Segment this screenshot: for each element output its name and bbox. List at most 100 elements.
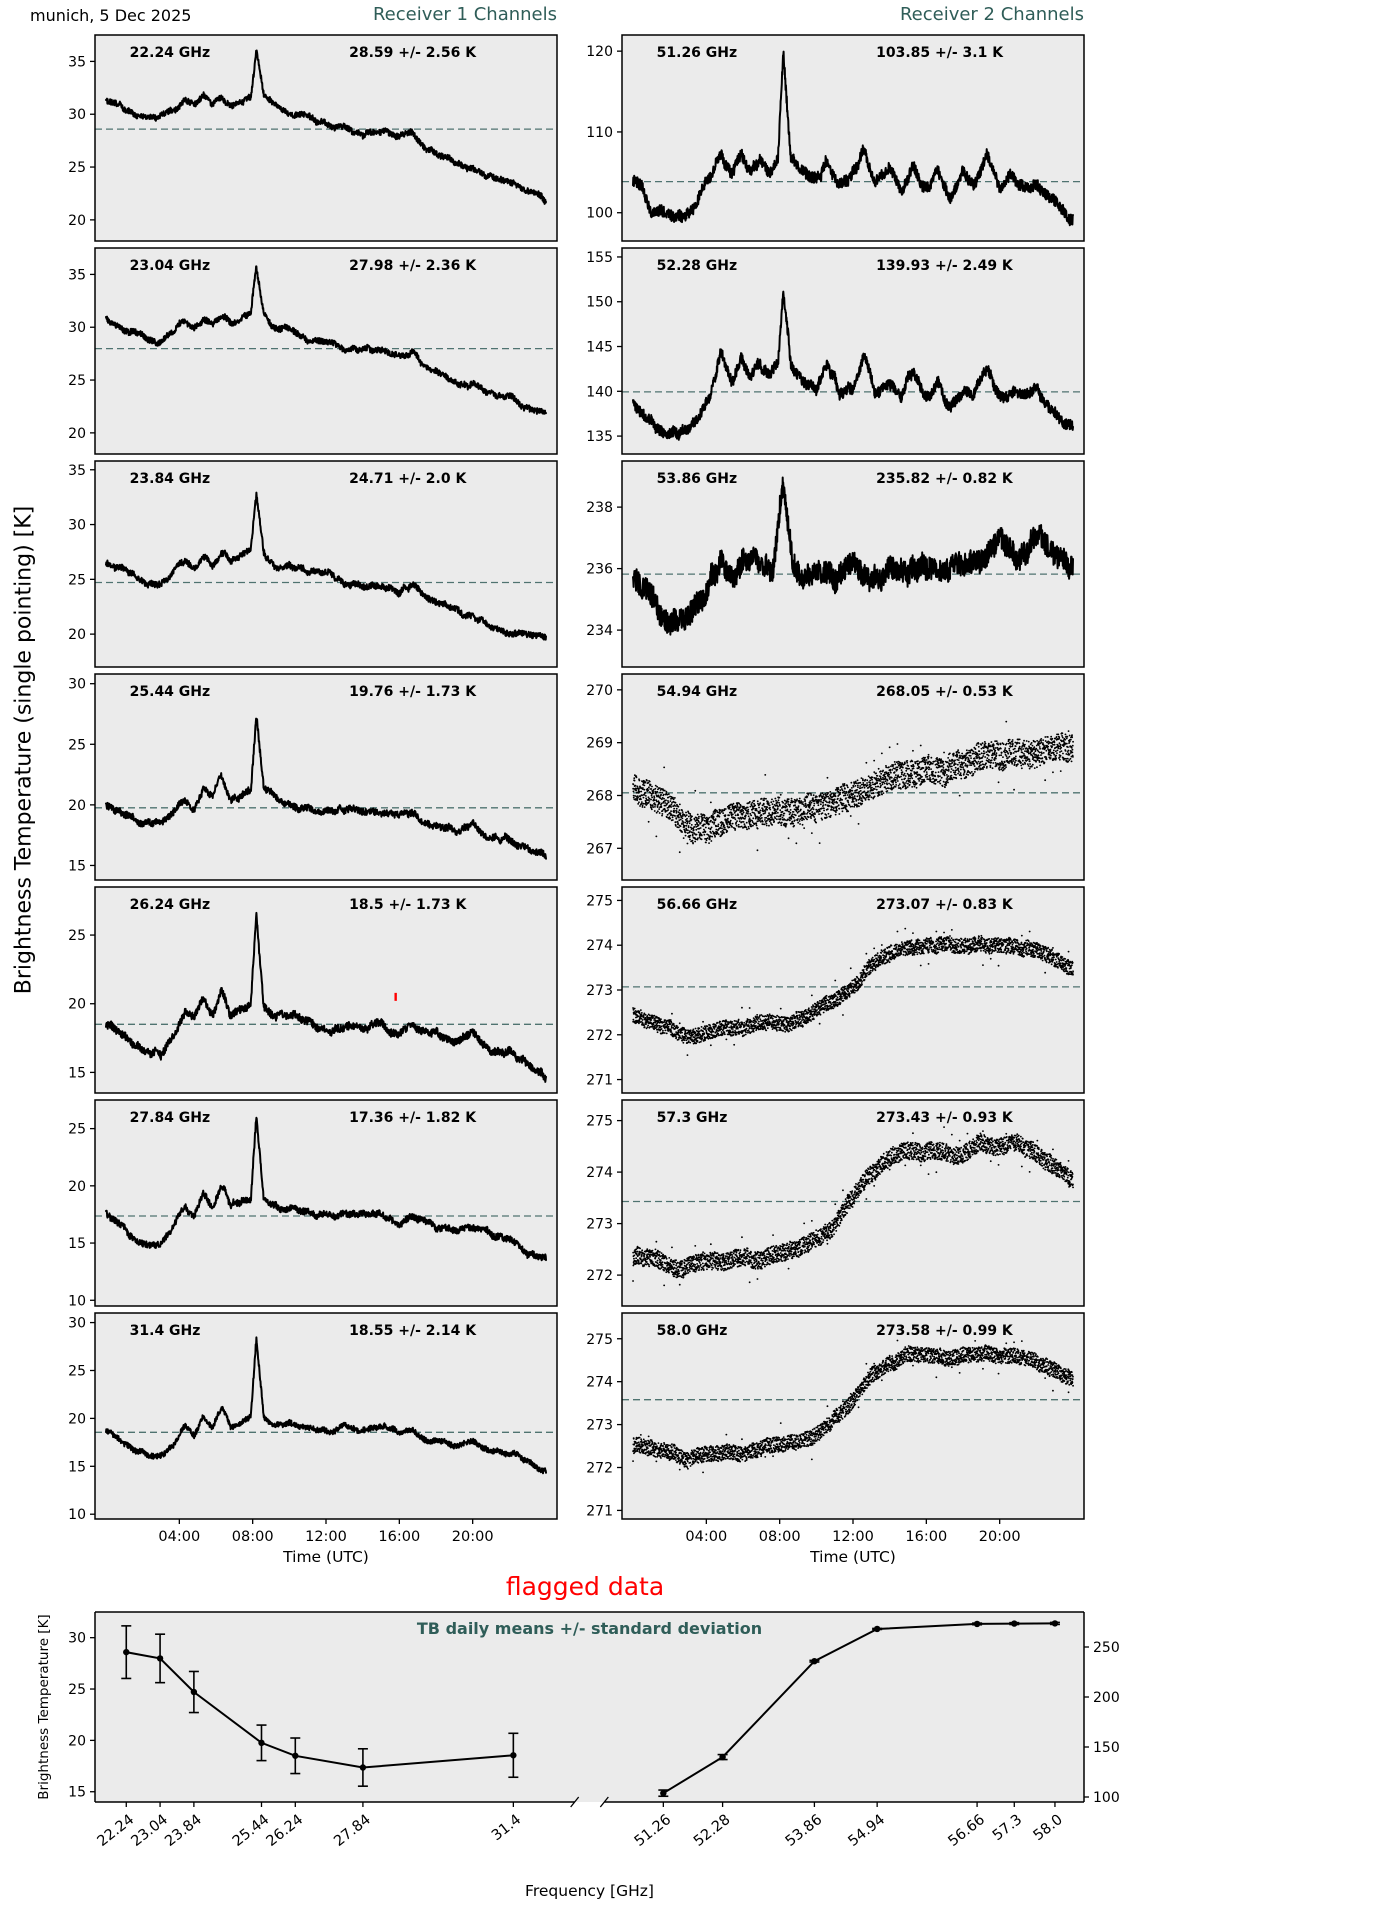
summary-x-axis-label: Frequency [GHz] — [525, 1882, 654, 1900]
y-tick-label: 10 — [68, 1507, 86, 1523]
panel-frame — [94, 247, 558, 455]
y-tick-label: 155 — [586, 250, 613, 266]
axis-break-mark — [570, 1796, 580, 1808]
series-line — [105, 265, 547, 415]
timeseries-panel-52.28: 135 140 145 150 155 52.28 GHz 139.93 +/- 2.49 … — [586, 247, 1085, 455]
summary-left-tick-label: 30 — [68, 1631, 86, 1647]
panel-frame — [621, 460, 1085, 668]
time-tick-label: 16:00 — [378, 1529, 420, 1545]
timeseries-panel-22.24: 20 25 30 35 22.24 GHz 28.59 +/- 2.56 K — [68, 34, 558, 242]
y-tick-label: 25 — [68, 373, 86, 389]
panel-frequency-label: 26.24 GHz — [130, 897, 211, 913]
panel-frequency-label: 52.28 GHz — [657, 258, 738, 274]
panel-frame — [621, 247, 1085, 455]
panel-frame — [94, 886, 558, 1094]
timeseries-panel-58.0: 271 272 273 274 275 04:00 08:00 12:00 16:00 20:00… — [586, 1312, 1085, 1545]
panel-stat-label: 18.55 +/- 2.14 K — [349, 1323, 477, 1339]
summary-freq-tick-label: 26.24 — [264, 1812, 307, 1850]
panel-frequency-label: 53.86 GHz — [657, 471, 738, 487]
summary-data-marker — [873, 1625, 881, 1633]
y-tick-label: 271 — [586, 1503, 613, 1519]
summary-data-marker — [292, 1752, 299, 1759]
panel-frequency-label: 51.26 GHz — [657, 45, 738, 61]
series-scatter — [632, 1126, 1074, 1287]
y-tick-label: 234 — [586, 623, 613, 639]
panel-frequency-label: 56.66 GHz — [657, 897, 738, 913]
summary-data-marker — [1051, 1620, 1059, 1627]
timeseries-panel-57.3: 272 273 274 275 57.3 GHz 273.43 +/- 0.93 K — [586, 1099, 1085, 1307]
panel-frequency-label: 23.04 GHz — [130, 258, 211, 274]
y-tick-label: 25 — [68, 160, 86, 176]
y-tick-label: 269 — [586, 736, 613, 752]
panel-frame — [94, 460, 558, 668]
summary-data-marker — [123, 1648, 130, 1656]
summary-freq-tick-label: 23.84 — [162, 1812, 205, 1850]
panel-frequency-label: 57.3 GHz — [657, 1110, 728, 1126]
panel-frequency-label: 31.4 GHz — [130, 1323, 201, 1339]
panel-stat-label: 268.05 +/- 0.53 K — [876, 684, 1014, 700]
summary-right-tick-label: 250 — [1093, 1640, 1120, 1656]
y-tick-label: 20 — [68, 1411, 86, 1427]
summary-left-tick-label: 15 — [68, 1785, 86, 1801]
summary-freq-tick-label: 54.94 — [846, 1812, 889, 1850]
panel-frame — [621, 1099, 1085, 1307]
timeseries-panel-53.86: 234 236 238 53.86 GHz 235.82 +/- 0.82 K — [586, 460, 1085, 668]
panel-frame — [94, 1099, 558, 1307]
time-tick-label: 16:00 — [905, 1529, 947, 1545]
y-tick-label: 30 — [68, 107, 86, 123]
timeseries-panel-56.66: 271 272 273 274 275 56.66 GHz 273.07 +/- 0.83 … — [586, 886, 1085, 1094]
panel-frequency-label: 27.84 GHz — [130, 1110, 211, 1126]
y-tick-label: 275 — [586, 1114, 613, 1130]
y-tick-label: 274 — [586, 938, 613, 954]
panel-stat-label: 273.07 +/- 0.83 K — [876, 897, 1014, 913]
y-tick-label: 150 — [586, 295, 613, 311]
y-tick-label: 145 — [586, 340, 613, 356]
panel-stat-label: 103.85 +/- 3.1 K — [876, 45, 1004, 61]
y-tick-label: 30 — [68, 320, 86, 336]
y-tick-label: 15 — [68, 1065, 86, 1081]
y-tick-label: 25 — [68, 1363, 86, 1379]
series-line — [105, 717, 547, 860]
y-tick-label: 25 — [68, 928, 86, 944]
summary-data-marker — [719, 1753, 726, 1761]
time-tick-label: 20:00 — [979, 1529, 1021, 1545]
panel-frame — [621, 673, 1085, 881]
panel-stat-label: 17.36 +/- 1.82 K — [349, 1110, 477, 1126]
series-line — [105, 1116, 547, 1262]
summary-data-marker — [973, 1620, 981, 1628]
y-tick-label: 25 — [68, 1122, 86, 1138]
y-tick-label: 271 — [586, 1073, 613, 1089]
y-tick-label: 35 — [68, 54, 86, 70]
timeseries-panel-54.94: 267 268 269 270 54.94 GHz 268.05 +/- 0.53 K — [586, 673, 1085, 881]
panel-stat-label: 27.98 +/- 2.36 K — [349, 258, 477, 274]
timeseries-panel-51.26: 100 110 120 51.26 GHz 103.85 +/- 3.1 K — [586, 34, 1085, 242]
panel-stat-label: 19.76 +/- 1.73 K — [349, 684, 477, 700]
panel-frame — [621, 34, 1085, 242]
time-tick-label: 04:00 — [685, 1529, 727, 1545]
summary-data-marker — [510, 1752, 517, 1759]
y-tick-label: 30 — [68, 677, 86, 693]
time-tick-label: 04:00 — [158, 1529, 200, 1545]
y-tick-label: 272 — [586, 1268, 613, 1284]
y-tick-label: 100 — [586, 206, 613, 222]
y-tick-label: 15 — [68, 1459, 86, 1475]
summary-right-tick-label: 100 — [1093, 1790, 1120, 1806]
time-tick-label: 12:00 — [832, 1529, 874, 1545]
series-line — [632, 50, 1074, 227]
panel-frequency-label: 54.94 GHz — [657, 684, 738, 700]
summary-y-axis-label: Brightness Temperature [K] — [36, 1614, 52, 1800]
summary-freq-tick-label: 31.4 — [489, 1812, 524, 1844]
y-tick-label: 140 — [586, 384, 613, 400]
y-tick-label: 268 — [586, 788, 613, 804]
panel-stat-label: 24.71 +/- 2.0 K — [349, 471, 467, 487]
summary-freq-tick-label: 23.04 — [128, 1812, 171, 1850]
y-tick-label: 267 — [586, 841, 613, 857]
time-tick-label: 20:00 — [452, 1529, 494, 1545]
summary-data-marker — [156, 1655, 164, 1662]
summary-freq-tick-label: 27.84 — [331, 1812, 374, 1850]
summary-data-marker — [258, 1739, 265, 1747]
y-tick-label: 35 — [68, 463, 86, 479]
timeseries-panel-27.84: 10 15 20 25 27.84 GHz 17.36 +/- 1.82 K — [68, 1099, 558, 1309]
